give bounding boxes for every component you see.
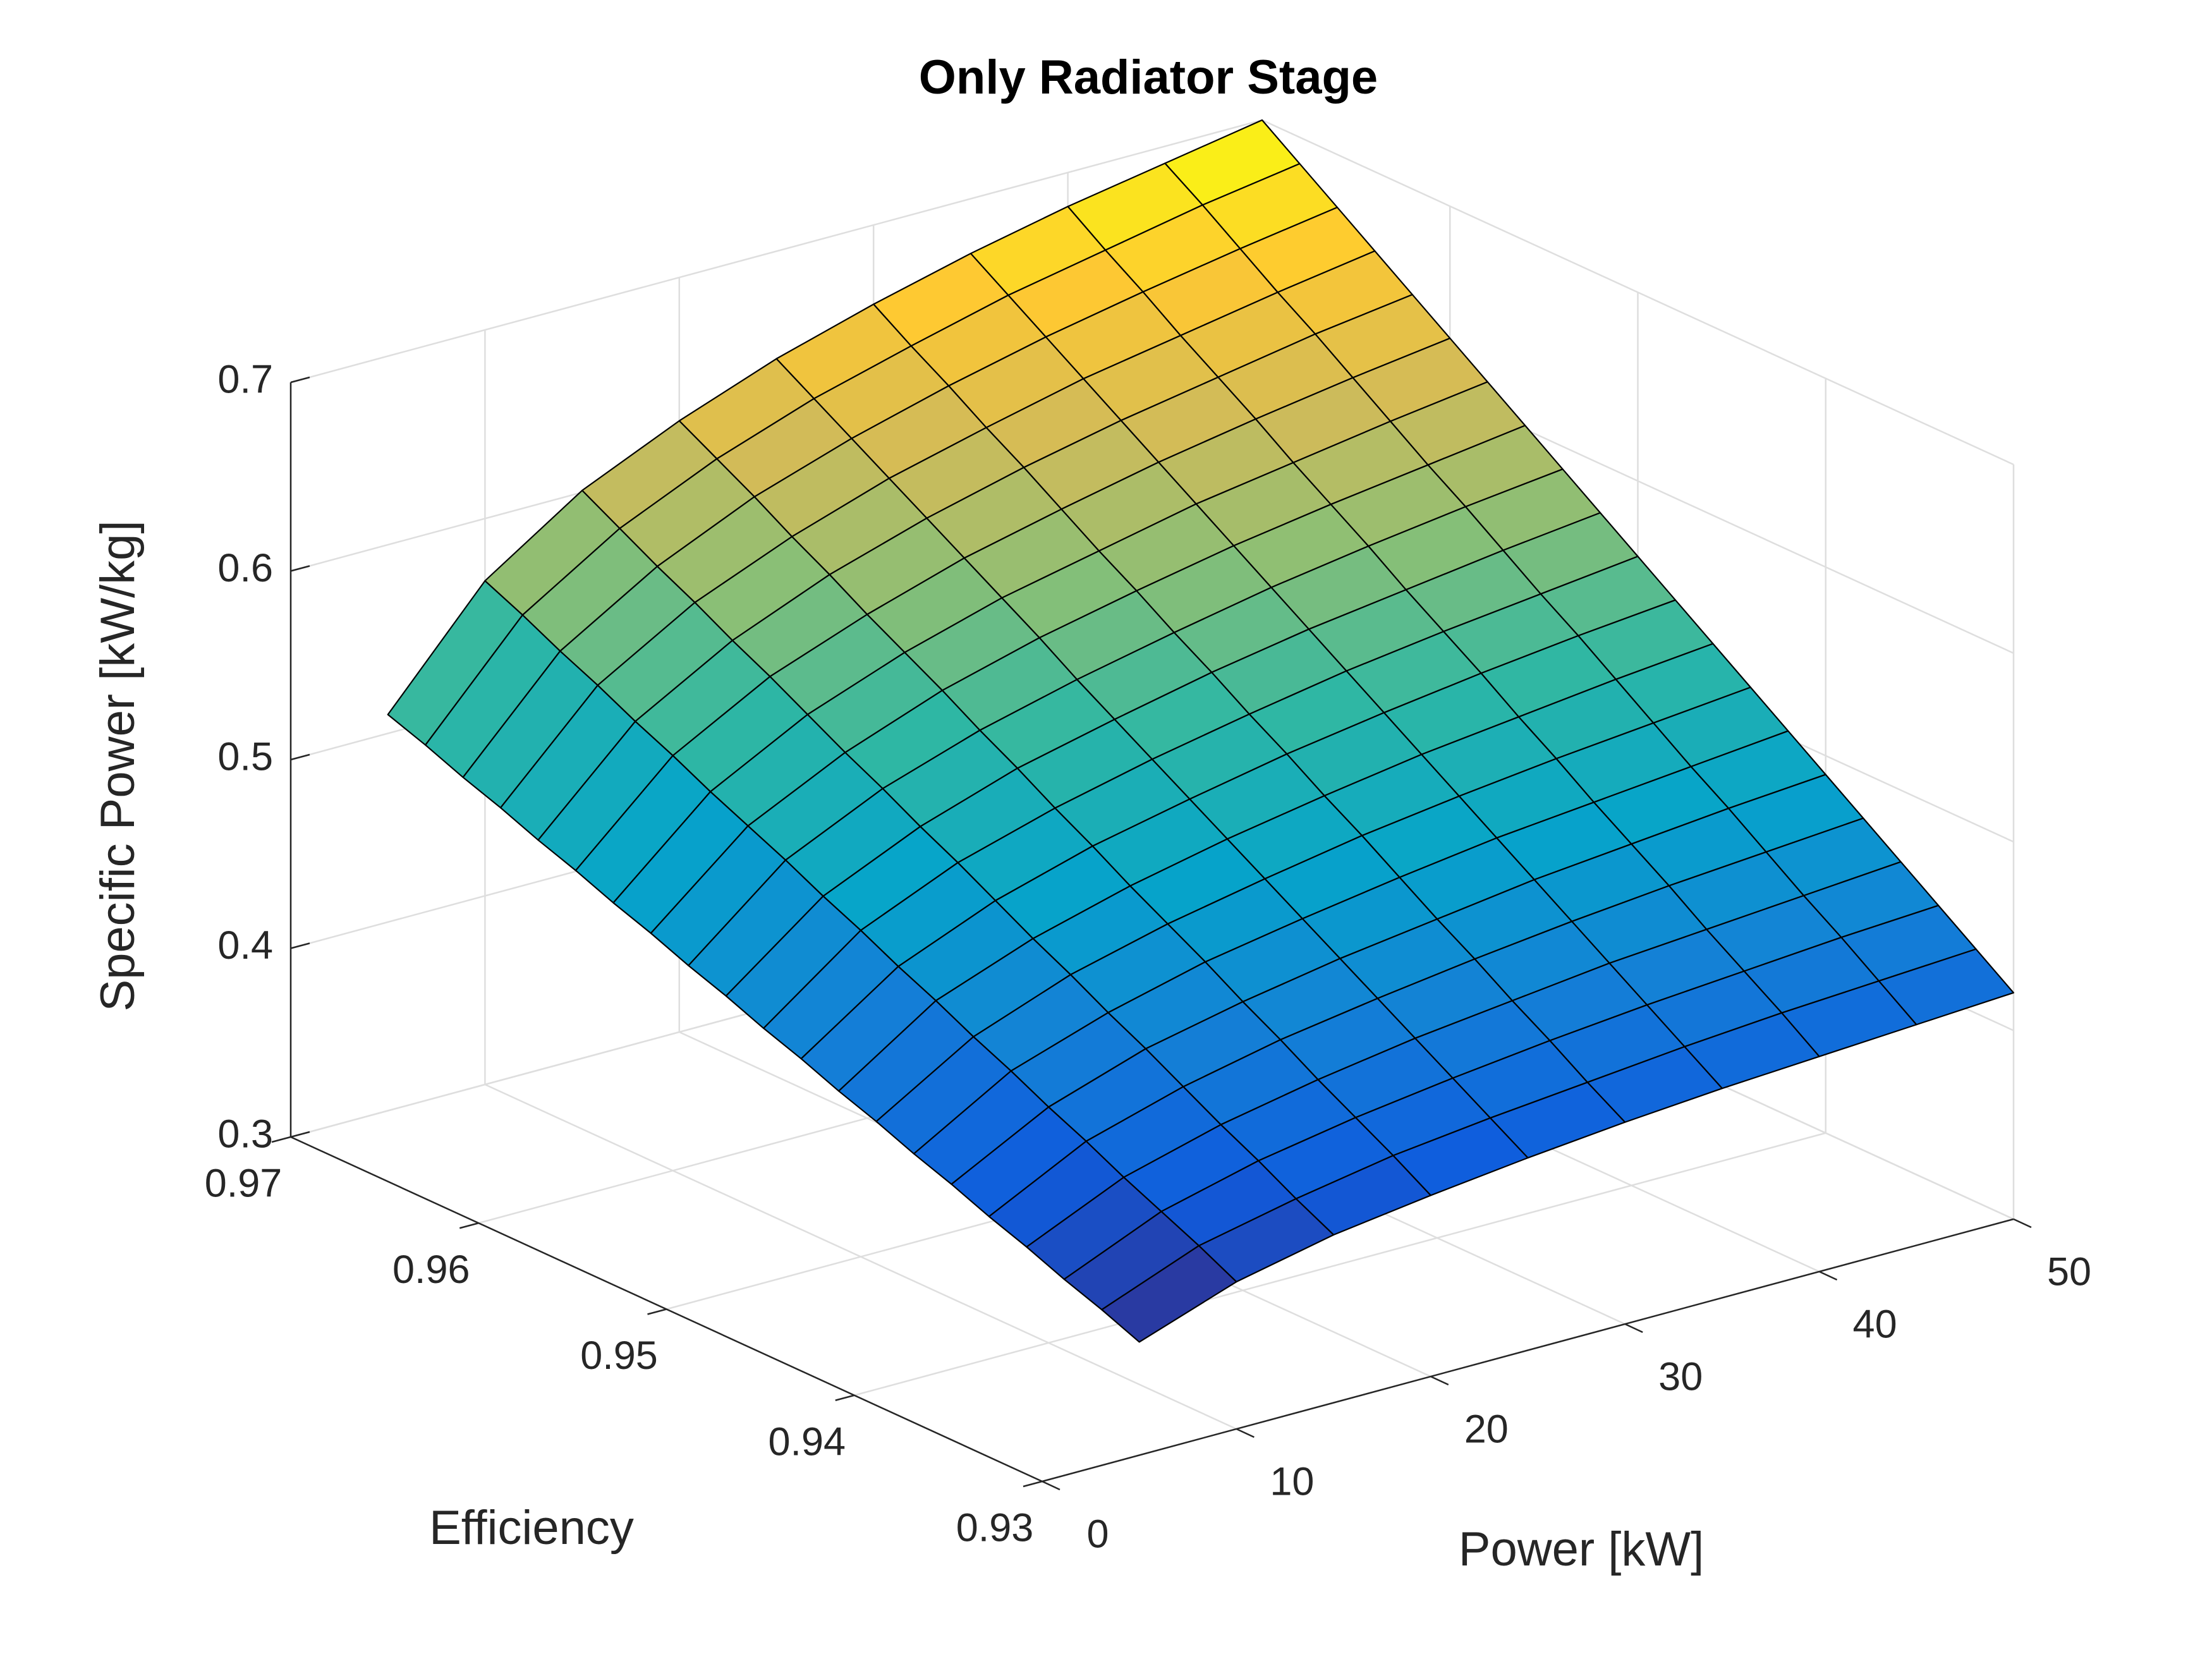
y-tick-label: 0.96 [392, 1248, 470, 1292]
z-tick [290, 753, 310, 761]
x-tick-label: 0 [1086, 1512, 1109, 1557]
y-tick [271, 1136, 291, 1143]
x-tick [1624, 1323, 1643, 1334]
y-tick [835, 1394, 855, 1401]
z-tick [290, 1131, 310, 1138]
x-tick [1236, 1428, 1255, 1438]
y-tick-label: 0.95 [580, 1334, 658, 1378]
y-tick-label: 0.94 [768, 1419, 846, 1464]
y-tick [647, 1308, 667, 1315]
x-tick-label: 40 [1853, 1303, 1897, 1347]
surface [387, 119, 2015, 1343]
x-axis-label: Power [kW] [1459, 1522, 1705, 1576]
x-tick-label: 30 [1658, 1355, 1703, 1399]
x-tick [2013, 1218, 2032, 1229]
y-tick-label: 0.97 [205, 1162, 283, 1206]
z-tick-label: 0.6 [217, 546, 273, 590]
grid-line [290, 119, 1263, 384]
y-axis-label: Efficiency [429, 1501, 634, 1555]
x-tick-label: 20 [1464, 1407, 1509, 1452]
z-tick-label: 0.5 [217, 735, 273, 779]
z-tick-label: 0.4 [217, 923, 273, 968]
x-tick [1430, 1375, 1449, 1386]
z-tick-label: 0.7 [217, 358, 273, 402]
z-tick [290, 376, 310, 384]
z-axis-label: Specific Power [kW/kg] [91, 520, 145, 1011]
x-tick-label: 50 [2047, 1250, 2091, 1294]
z-tick-label: 0.3 [217, 1112, 273, 1157]
z-tick [290, 942, 310, 949]
x-tick [1819, 1270, 1838, 1281]
surface-patch [1101, 1244, 1237, 1343]
chart-title: Only Radiator Stage [919, 51, 1378, 104]
x-tick [1042, 1480, 1060, 1491]
x-axis [1042, 1218, 2014, 1483]
z-tick [290, 565, 310, 572]
y-tick [459, 1222, 479, 1229]
y-tick [1023, 1480, 1043, 1488]
x-tick-label: 10 [1270, 1460, 1314, 1504]
grid-line [854, 1132, 1826, 1396]
axes: 0.3 0.4 0.5 0.6 0.7 0.93 0.94 0.95 0.96 0.97 0 10 20… [205, 358, 2091, 1557]
y-tick-label: 0.93 [956, 1506, 1034, 1550]
